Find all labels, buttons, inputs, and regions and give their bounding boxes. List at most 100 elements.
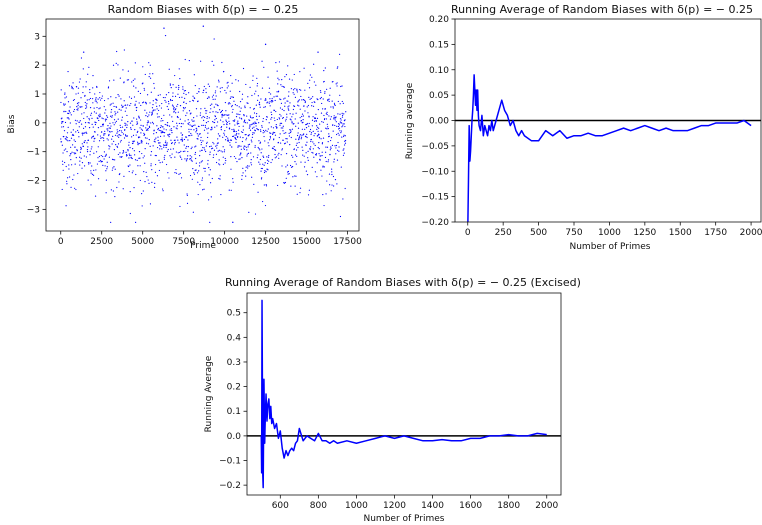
- scatter-point: [153, 129, 155, 131]
- scatter-point: [186, 193, 188, 195]
- scatter-point: [193, 129, 195, 131]
- scatter-point: [135, 87, 137, 89]
- scatter-point: [109, 122, 111, 124]
- scatter-point: [133, 187, 135, 189]
- scatter-point: [138, 151, 141, 153]
- scatter-point: [297, 100, 299, 102]
- scatter-point: [300, 95, 302, 98]
- scatter-point: [338, 146, 340, 148]
- scatter-point: [236, 161, 238, 163]
- scatter-point: [268, 87, 271, 89]
- scatter-point: [344, 119, 346, 121]
- scatter-point: [274, 134, 277, 136]
- scatter-point: [301, 146, 303, 148]
- scatter-point: [264, 140, 266, 142]
- scatter-point: [86, 99, 88, 101]
- scatter-point: [121, 156, 123, 158]
- plot-frame: [45, 18, 360, 232]
- scatter-point: [205, 145, 207, 147]
- scatter-point: [181, 158, 183, 160]
- scatter-point: [291, 121, 293, 123]
- scatter-point: [133, 85, 135, 87]
- scatter-point: [117, 131, 119, 133]
- scatter-point: [92, 126, 94, 128]
- scatter-point: [123, 175, 125, 177]
- scatter-point: [261, 126, 263, 128]
- y-tick-label: 2: [34, 61, 40, 71]
- scatter-point: [71, 85, 73, 87]
- scatter-point: [250, 124, 252, 126]
- scatter-point: [66, 183, 68, 185]
- scatter-point: [230, 74, 232, 77]
- scatter-point: [99, 113, 101, 115]
- scatter-point: [103, 133, 105, 135]
- scatter-point: [226, 123, 228, 126]
- scatter-point: [238, 145, 240, 147]
- scatter-point: [206, 128, 208, 130]
- scatter-point: [116, 129, 118, 131]
- scatter-point: [296, 155, 298, 157]
- scatter-point: [319, 90, 322, 92]
- scatter-point: [252, 132, 254, 134]
- scatter-point: [309, 130, 311, 133]
- scatter-point: [144, 109, 146, 111]
- scatter-point: [337, 66, 339, 68]
- scatter-point: [275, 125, 277, 128]
- scatter-point: [90, 148, 92, 150]
- scatter-point: [266, 156, 268, 158]
- scatter-point: [63, 149, 65, 151]
- scatter-point: [136, 106, 138, 109]
- scatter-point: [115, 97, 117, 99]
- scatter-point: [334, 179, 337, 181]
- scatter-point: [288, 132, 290, 134]
- scatter-point: [303, 155, 305, 157]
- scatter-point: [170, 99, 172, 102]
- scatter-point: [317, 126, 319, 128]
- scatter-point: [126, 114, 128, 117]
- scatter-point: [95, 121, 97, 124]
- scatter-point: [285, 132, 287, 134]
- scatter-point: [272, 131, 274, 133]
- scatter-point: [273, 145, 275, 148]
- scatter-point: [204, 149, 206, 151]
- scatter-point: [269, 101, 271, 103]
- scatter-point: [264, 162, 266, 164]
- scatter-point: [112, 122, 114, 124]
- scatter-point: [89, 107, 92, 109]
- scatter-point: [239, 101, 242, 103]
- scatter-point: [334, 119, 336, 121]
- scatter-point: [226, 126, 228, 128]
- scatter-point: [236, 105, 238, 107]
- scatter-point: [68, 164, 70, 166]
- scatter-point: [281, 149, 283, 151]
- scatter-point: [170, 148, 172, 150]
- scatter-point: [161, 148, 163, 150]
- scatter-point: [334, 103, 336, 106]
- scatter-point: [85, 104, 87, 106]
- scatter-point: [230, 168, 232, 170]
- scatter-point: [162, 131, 164, 133]
- scatter-point: [158, 142, 160, 144]
- scatter-point: [91, 117, 93, 119]
- scatter-point: [160, 125, 162, 127]
- scatter-point: [171, 153, 173, 155]
- scatter-point: [300, 119, 302, 122]
- y-tick-label: −0.20: [421, 218, 449, 228]
- scatter-point: [168, 91, 170, 94]
- scatter-point: [203, 188, 205, 190]
- scatter-point: [156, 105, 158, 107]
- scatter-point: [245, 137, 248, 139]
- scatter-point: [135, 173, 137, 176]
- scatter-point: [220, 110, 223, 113]
- scatter-point: [164, 144, 166, 146]
- scatter-point: [193, 173, 196, 175]
- scatter-point: [295, 149, 298, 151]
- scatter-point: [268, 154, 270, 157]
- scatter-point: [303, 99, 305, 101]
- scatter-point: [100, 154, 102, 157]
- scatter-point: [164, 123, 166, 126]
- scatter-point: [238, 106, 240, 108]
- scatter-point: [278, 117, 280, 119]
- scatter-point: [267, 142, 269, 144]
- scatter-point: [246, 155, 248, 157]
